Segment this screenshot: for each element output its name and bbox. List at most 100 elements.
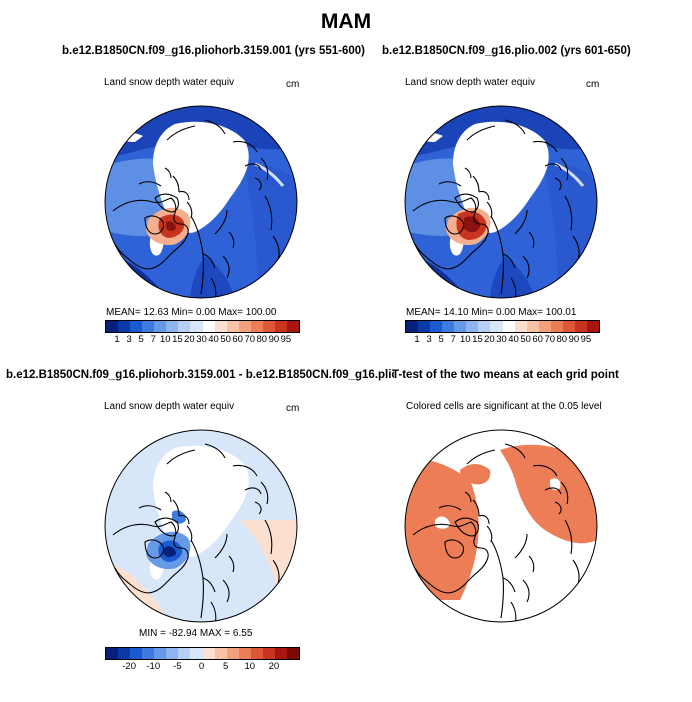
colorbar-top-right-swatch xyxy=(490,321,503,332)
colorbar-top-right-swatch xyxy=(538,321,551,332)
colorbar-top-left-tick-label: 10 xyxy=(160,334,171,345)
colorbar-top-right-tick-label: 60 xyxy=(532,334,543,345)
colorbar-top-right-tick-label: 80 xyxy=(556,334,568,345)
colorbar-bottom-left-swatch xyxy=(178,648,191,659)
panel-title-top-right: b.e12.B1850CN.f09_g16.plio.002 (yrs 601-… xyxy=(382,45,631,57)
panel-title-bottom-right: T-test of the two means at each grid poi… xyxy=(392,369,619,381)
colorbar-bottom-left-swatch xyxy=(130,648,143,659)
colorbar-top-left-swatch xyxy=(190,321,203,332)
figure-title: MAM xyxy=(320,10,372,33)
colorbar-top-left-swatch xyxy=(178,321,191,332)
colorbar-ticks-top-right: 1 3 5 7 10 15 20 30 40 50 60 70 80 90 95 xyxy=(405,334,598,346)
map-top-left xyxy=(105,106,297,298)
stats-top-left: MEAN= 12.63 Min= 0.00 Max= 100.00 xyxy=(106,307,277,318)
colorbar-bottom-left-swatch xyxy=(250,648,263,659)
colorbar-bottom-left-tick-label: -20 xyxy=(122,661,136,672)
colorbar-top-right-swatch xyxy=(454,321,467,332)
colorbar-bottom-left-swatch xyxy=(226,648,239,659)
colorbar-top-left-tick-label: 50 xyxy=(220,334,231,345)
colorbar-top-left-swatch xyxy=(274,321,287,332)
colorbar-top-left-tick-label: 15 xyxy=(172,334,183,345)
colorbar-top-left-swatch xyxy=(142,321,155,332)
colorbar-top-right-swatch xyxy=(502,321,515,332)
colorbar-top-right-swatch xyxy=(406,321,419,332)
colorbar-bottom-left-swatch xyxy=(262,648,275,659)
colorbar-top-right-swatch xyxy=(466,321,479,332)
colorbar-top-left-tick-label: 5 xyxy=(138,334,144,345)
colorbar-top-left-swatch xyxy=(262,321,275,332)
colorbar-top-right-swatch xyxy=(574,321,587,332)
colorbar-top-right-tick-label: 20 xyxy=(484,334,495,345)
panel-title-bottom-left: b.e12.B1850CN.f09_g16.pliohorb.3159.001 … xyxy=(6,369,394,381)
colorbar-top-right xyxy=(405,320,600,333)
colorbar-top-left-swatch xyxy=(118,321,131,332)
colorbar-top-right-swatch xyxy=(442,321,455,332)
colorbar-bottom-left-swatch xyxy=(238,648,251,659)
colorbar-bottom-left-tick-label: 5 xyxy=(222,661,229,672)
colorbar-top-left-tick-label: 7 xyxy=(150,334,156,345)
stats-top-right: MEAN= 14.10 Min= 0.00 Max= 100.01 xyxy=(406,307,577,318)
colorbar-bottom-left-tick-label: -10 xyxy=(146,661,161,672)
units-label-top-left: cm xyxy=(286,79,300,90)
colorbar-bottom-left-swatch xyxy=(202,648,215,659)
colorbar-bottom-left-swatch xyxy=(106,648,119,659)
colorbar-top-left-swatch xyxy=(250,321,263,332)
colorbar-top-right-tick-label: 90 xyxy=(568,334,580,345)
colorbar-bottom-left-tick-label: 20 xyxy=(268,661,280,672)
variable-label-top-left: Land snow depth water equiv xyxy=(104,77,235,88)
colorbar-top-right-tick-label: 3 xyxy=(426,334,432,345)
colorbar-bottom-left-swatch xyxy=(118,648,131,659)
colorbar-top-left-tick-label: 95 xyxy=(280,334,292,345)
colorbar-top-right-tick-label: 50 xyxy=(520,334,531,345)
colorbar-ticks-bottom-left: -20 -10 -5 0 5 10 20 xyxy=(105,661,298,673)
colorbar-top-left-tick-label: 3 xyxy=(126,334,132,345)
colorbar-top-right-tick-label: 30 xyxy=(496,334,507,345)
colorbar-top-right-swatch xyxy=(526,321,539,332)
colorbar-top-left-tick-label: 1 xyxy=(114,334,120,345)
colorbar-top-left-swatch xyxy=(214,321,227,332)
colorbar-top-left-swatch xyxy=(226,321,239,332)
colorbar-top-left-swatch xyxy=(202,321,215,332)
colorbar-top-right-swatch xyxy=(430,321,443,332)
colorbar-top-right-tick-label: 5 xyxy=(438,334,444,345)
colorbar-bottom-left-swatch xyxy=(286,648,299,659)
colorbar-top-right-tick-label: 15 xyxy=(472,334,483,345)
colorbar-ticks-top-left: 1 3 5 7 10 15 20 30 40 50 60 70 80 90 95 xyxy=(105,334,298,346)
colorbar-top-right-swatch xyxy=(478,321,491,332)
colorbar-bottom-left-swatch xyxy=(274,648,287,659)
variable-label-top-right: Land snow depth water equiv xyxy=(405,77,536,88)
colorbar-bottom-left-swatch xyxy=(166,648,179,659)
colorbar-top-right-tick-label: 40 xyxy=(508,334,519,345)
colorbar-bottom-left xyxy=(105,647,300,660)
colorbar-top-left-tick-label: 20 xyxy=(184,334,195,345)
colorbar-top-right-tick-label: 95 xyxy=(580,334,592,345)
colorbar-bottom-left-tick-label: 10 xyxy=(244,661,256,672)
colorbar-top-right-tick-label: 7 xyxy=(450,334,456,345)
colorbar-bottom-left-swatch xyxy=(154,648,167,659)
colorbar-bottom-left-swatch xyxy=(190,648,203,659)
colorbar-bottom-left-tick-label: 0 xyxy=(198,661,205,672)
colorbar-top-left-tick-label: 40 xyxy=(208,334,219,345)
colorbar-top-left-tick-label: 30 xyxy=(196,334,207,345)
map-top-right xyxy=(405,106,597,298)
subtitle-bottom-right: Colored cells are significant at the 0.0… xyxy=(406,401,602,412)
colorbar-top-right-swatch xyxy=(418,321,431,332)
colorbar-top-right-tick-label: 1 xyxy=(414,334,420,345)
colorbar-top-left-tick-label: 80 xyxy=(256,334,268,345)
colorbar-top-right-swatch xyxy=(586,321,599,332)
colorbar-bottom-left-swatch xyxy=(214,648,227,659)
colorbar-top-right-swatch xyxy=(550,321,563,332)
colorbar-top-left-swatch xyxy=(166,321,179,332)
colorbar-bottom-left-swatch xyxy=(142,648,155,659)
colorbar-bottom-left-tick-label: -5 xyxy=(173,661,182,672)
colorbar-top-left-tick-label: 90 xyxy=(268,334,280,345)
units-label-top-right: cm xyxy=(586,79,600,90)
colorbar-top-left-tick-label: 60 xyxy=(232,334,243,345)
colorbar-top-left xyxy=(105,320,300,333)
colorbar-top-left-swatch xyxy=(238,321,251,332)
variable-label-bottom-left: Land snow depth water equiv xyxy=(104,401,235,412)
colorbar-top-left-tick-label: 70 xyxy=(244,334,256,345)
colorbar-top-right-tick-label: 10 xyxy=(460,334,471,345)
colorbar-top-right-tick-label: 70 xyxy=(544,334,556,345)
